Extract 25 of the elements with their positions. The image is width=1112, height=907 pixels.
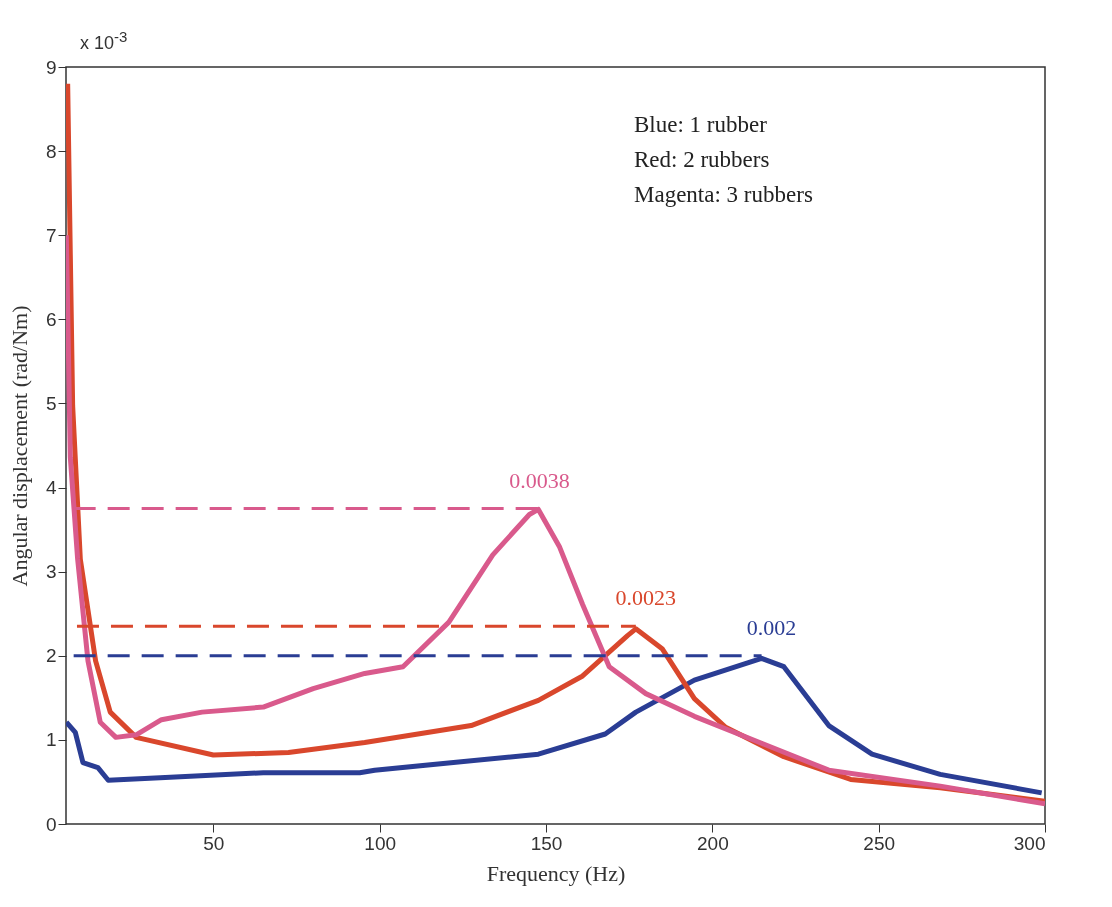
x-tick-label: 200 xyxy=(696,832,729,854)
x-axis-title: Frequency (Hz) xyxy=(486,860,626,886)
y-tick-label: 6 xyxy=(45,308,57,330)
x-tick-label: 300 xyxy=(1013,832,1046,854)
x-tick-label: 150 xyxy=(530,832,563,854)
x-tick-label: 50 xyxy=(203,832,225,854)
annotation: Magenta: 3 rubbers xyxy=(634,182,813,207)
y-axis-title: Angular displacement (rad/Nm) xyxy=(6,305,32,587)
y-tick-label: 2 xyxy=(45,645,57,667)
annotation: 0.0038 xyxy=(509,467,570,493)
y-tick-label: 0 xyxy=(45,813,57,835)
y-tick-label: 3 xyxy=(45,561,57,583)
y-tick-label: 8 xyxy=(45,140,57,162)
annotation: Red: 2 rubbers xyxy=(634,147,770,172)
y-tick-label: 4 xyxy=(45,477,57,499)
y-tick-label: 9 xyxy=(45,56,57,78)
annotation: 0.0023 xyxy=(615,585,677,611)
x-tick-label: 250 xyxy=(863,832,896,854)
x-tick-label: 100 xyxy=(364,832,397,854)
y-tick-label: 5 xyxy=(45,392,57,414)
axis-multiplier: x 10$^{-3}$ xyxy=(80,28,128,54)
y-tick-label: 7 xyxy=(45,224,57,246)
annotation: Blue: 1 rubber xyxy=(634,112,768,137)
annotation: 0.002 xyxy=(746,614,797,640)
y-tick-label: 1 xyxy=(45,729,57,751)
